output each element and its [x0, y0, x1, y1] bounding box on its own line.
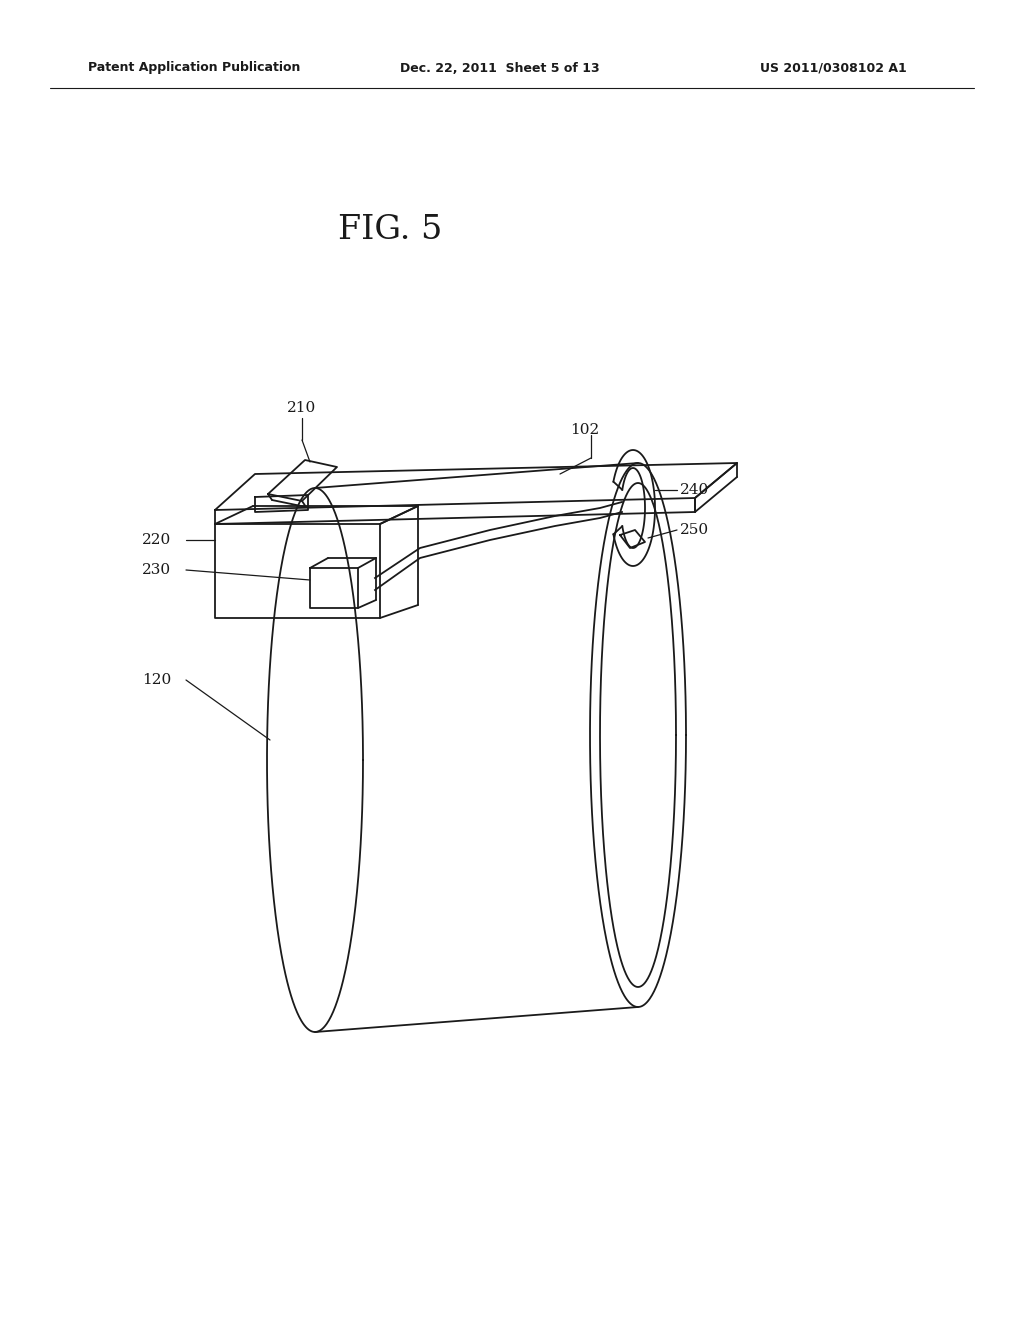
Text: 220: 220	[142, 533, 171, 546]
Text: Patent Application Publication: Patent Application Publication	[88, 62, 300, 74]
Text: 240: 240	[680, 483, 710, 498]
Text: 230: 230	[142, 564, 171, 577]
Text: 120: 120	[142, 673, 171, 686]
Text: 250: 250	[680, 523, 710, 537]
Text: FIG. 5: FIG. 5	[338, 214, 442, 246]
Text: 210: 210	[288, 401, 316, 414]
Text: 102: 102	[570, 422, 599, 437]
Text: Dec. 22, 2011  Sheet 5 of 13: Dec. 22, 2011 Sheet 5 of 13	[400, 62, 600, 74]
Text: US 2011/0308102 A1: US 2011/0308102 A1	[760, 62, 906, 74]
